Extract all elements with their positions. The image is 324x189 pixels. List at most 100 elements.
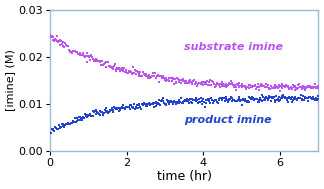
Point <box>78 53 83 56</box>
Point <box>224 83 229 86</box>
Point <box>160 96 165 99</box>
Point <box>235 98 240 101</box>
Point <box>233 99 238 102</box>
Point <box>281 84 286 88</box>
Point <box>237 82 242 85</box>
Point <box>61 44 66 47</box>
Point <box>213 85 218 88</box>
Point <box>299 98 304 101</box>
Point <box>191 79 196 82</box>
Point <box>188 80 193 83</box>
Point <box>99 111 104 114</box>
Point <box>260 94 265 97</box>
Point <box>176 80 181 83</box>
Point <box>247 87 252 90</box>
Point <box>75 120 80 123</box>
Point <box>152 75 157 78</box>
Point <box>271 85 276 88</box>
Point <box>289 86 294 89</box>
Point <box>244 100 249 103</box>
Point <box>59 42 64 45</box>
Point <box>55 127 60 130</box>
Point <box>58 43 63 46</box>
Point <box>142 102 147 105</box>
Point <box>308 87 313 90</box>
Point <box>282 95 287 98</box>
Point <box>66 122 71 125</box>
Point <box>169 80 174 83</box>
Point <box>179 102 184 105</box>
Point <box>258 97 263 100</box>
Point <box>230 100 235 103</box>
Point <box>229 82 234 85</box>
Point <box>80 116 85 119</box>
Point <box>63 43 68 46</box>
Point <box>72 49 77 52</box>
Point <box>264 86 270 89</box>
Point <box>204 83 209 86</box>
Point <box>277 99 283 102</box>
Point <box>152 106 157 109</box>
Point <box>227 83 232 86</box>
Point <box>100 64 105 67</box>
Point <box>132 68 137 71</box>
Point <box>133 72 138 75</box>
Point <box>158 75 163 78</box>
Point <box>268 96 273 99</box>
Point <box>246 83 251 86</box>
Point <box>133 106 138 109</box>
Point <box>69 121 75 124</box>
Point <box>181 100 187 103</box>
Point <box>116 66 122 69</box>
Point <box>173 100 178 103</box>
Point <box>204 101 209 104</box>
Point <box>190 81 195 84</box>
Point <box>185 98 190 101</box>
Point <box>221 96 226 99</box>
Point <box>265 84 270 87</box>
Point <box>178 101 183 104</box>
Point <box>269 97 274 100</box>
Point <box>314 96 319 99</box>
Point <box>157 99 162 102</box>
Point <box>104 111 109 114</box>
Point <box>184 80 189 83</box>
Point <box>277 83 282 86</box>
Point <box>75 53 81 56</box>
Point <box>69 50 74 53</box>
Point <box>292 85 297 88</box>
Point <box>301 98 307 101</box>
Point <box>175 77 180 80</box>
Point <box>183 98 188 101</box>
Point <box>172 77 178 80</box>
Point <box>281 96 286 99</box>
Point <box>82 55 87 58</box>
Point <box>191 79 197 82</box>
Point <box>105 61 110 64</box>
Point <box>316 84 321 87</box>
Point <box>130 105 135 108</box>
Point <box>239 103 244 106</box>
Point <box>52 40 57 43</box>
Point <box>278 97 284 100</box>
Point <box>109 65 114 68</box>
Point <box>300 94 306 98</box>
Point <box>142 74 147 77</box>
Point <box>291 85 296 88</box>
Point <box>215 101 220 104</box>
Point <box>148 77 153 80</box>
Point <box>241 99 247 102</box>
Point <box>158 99 164 102</box>
Point <box>86 56 91 59</box>
Point <box>213 99 218 102</box>
Point <box>151 102 156 105</box>
Point <box>142 73 147 76</box>
Point <box>187 101 192 104</box>
Point <box>202 105 207 108</box>
Point <box>72 117 77 120</box>
Point <box>85 60 90 64</box>
Point <box>282 85 287 88</box>
Point <box>202 101 207 104</box>
Point <box>92 60 97 63</box>
Point <box>100 113 105 116</box>
